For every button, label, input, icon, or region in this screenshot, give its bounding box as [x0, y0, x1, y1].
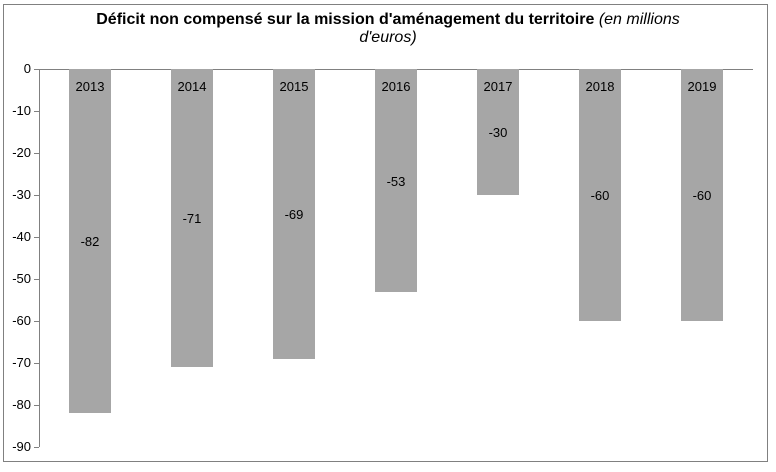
y-axis-tick — [34, 69, 39, 70]
value-label: -60 — [590, 188, 610, 203]
y-axis-tick-label: -30 — [12, 187, 31, 202]
y-axis-tick — [34, 153, 39, 154]
bar-2014 — [171, 69, 213, 367]
y-axis-tick — [34, 405, 39, 406]
value-label: -60 — [692, 188, 712, 203]
category-label: 2018 — [585, 79, 615, 94]
bar-2015 — [273, 69, 315, 359]
y-axis-tick-label: -60 — [12, 313, 31, 328]
y-axis-tick-label: -70 — [12, 355, 31, 370]
y-axis-tick — [34, 279, 39, 280]
y-axis-tick-label: -90 — [12, 439, 31, 454]
bar-2019 — [681, 69, 723, 321]
y-axis-tick-label: -40 — [12, 229, 31, 244]
chart-title-unit: (en millions d'euros) — [359, 11, 680, 46]
y-axis-tick — [34, 321, 39, 322]
bar-2018 — [579, 69, 621, 321]
y-axis-tick — [34, 363, 39, 364]
bar-2013 — [69, 69, 111, 413]
y-axis-tick-label: 0 — [23, 61, 31, 76]
y-axis-tick-label: -50 — [12, 271, 31, 286]
chart-border — [3, 4, 768, 462]
category-label: 2019 — [687, 79, 717, 94]
y-axis-line — [39, 68, 40, 447]
y-axis-tick-label: -80 — [12, 397, 31, 412]
chart-title: Déficit non compensé sur la mission d'am… — [75, 11, 701, 47]
y-axis-tick-label: -10 — [12, 103, 31, 118]
value-label: -30 — [488, 125, 508, 140]
y-axis-tick — [34, 237, 39, 238]
value-label: -82 — [80, 234, 100, 249]
category-label: 2017 — [483, 79, 513, 94]
y-axis-tick-label: -20 — [12, 145, 31, 160]
category-label: 2015 — [279, 79, 309, 94]
y-axis-tick — [34, 447, 39, 448]
bar-2017 — [477, 69, 519, 195]
category-label: 2014 — [177, 79, 207, 94]
value-label: -71 — [182, 211, 202, 226]
y-axis-tick — [34, 195, 39, 196]
bar-2016 — [375, 69, 417, 292]
category-label: 2016 — [381, 79, 411, 94]
value-label: -69 — [284, 207, 304, 222]
category-label: 2013 — [75, 79, 105, 94]
chart-title-main: Déficit non compensé sur la mission d'am… — [96, 11, 595, 28]
value-label: -53 — [386, 174, 406, 189]
y-axis-tick — [34, 111, 39, 112]
